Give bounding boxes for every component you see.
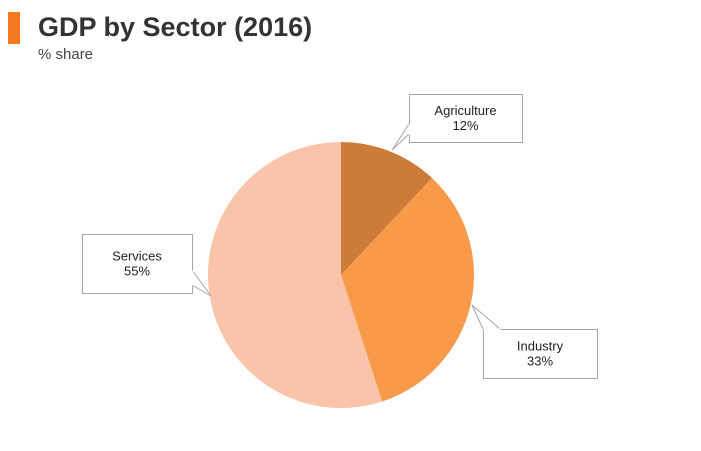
title-accent-bar (8, 12, 20, 44)
slice-value-industry: 33% (527, 354, 553, 369)
callout-box (483, 329, 598, 379)
callout-box (82, 234, 193, 294)
callout-pointer (391, 122, 410, 151)
pie-slice-industry (341, 178, 474, 402)
pie-slice-services (207, 142, 383, 408)
slice-label-services: Services (112, 249, 162, 264)
callout-pointer (471, 304, 502, 330)
slice-label-industry: Industry (517, 339, 564, 354)
callout-box (409, 94, 523, 143)
slice-label-agriculture: Agriculture (434, 103, 496, 118)
slice-value-agriculture: 12% (452, 118, 478, 133)
chart-subtitle: % share (38, 46, 94, 63)
pie-slice-agriculture (341, 142, 433, 275)
chart-title: GDP by Sector (2016) (38, 12, 313, 42)
slice-value-services: 55% (124, 264, 150, 279)
